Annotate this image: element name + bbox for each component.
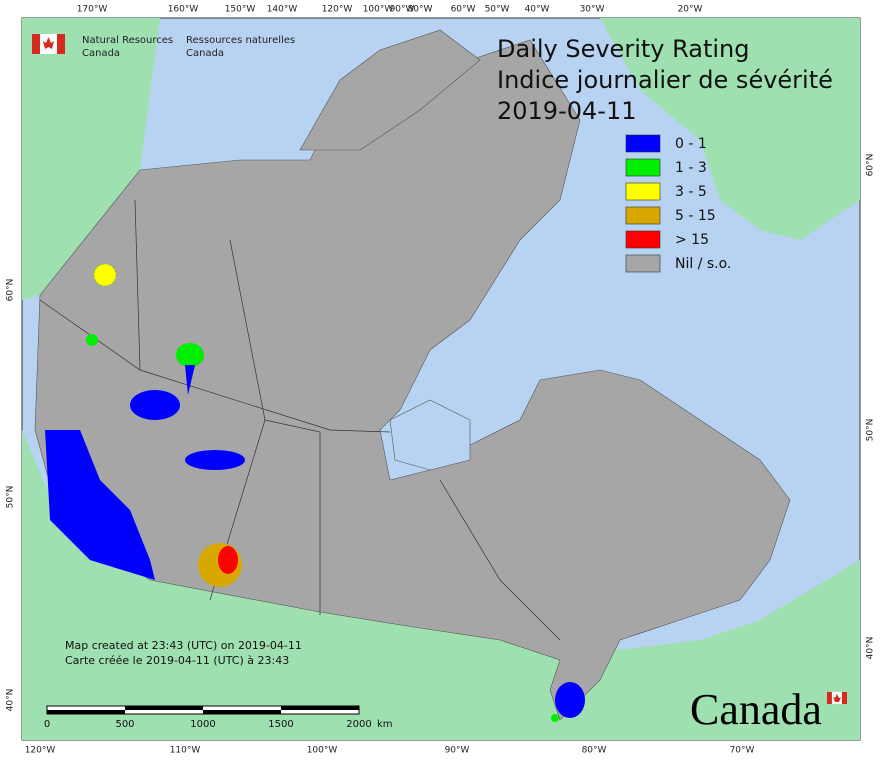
scale-bar xyxy=(46,705,360,715)
graticule-label: 40°N xyxy=(866,637,876,660)
graticule-label: 30°W xyxy=(580,5,605,15)
graticule-label: 50°W xyxy=(485,5,510,15)
scale-label: 1000 xyxy=(190,719,215,730)
graticule-label: 150°W xyxy=(225,5,256,15)
legend-label: 3 - 5 xyxy=(675,184,707,200)
legend-label: 1 - 3 xyxy=(675,160,707,176)
graticule-label: 40°N xyxy=(6,689,16,712)
graticule-label: 90°W xyxy=(390,5,415,15)
org-name-fr: Ressources naturelles xyxy=(186,35,295,46)
graticule-label: 90°W xyxy=(445,746,470,756)
graticule-label: 20°W xyxy=(678,5,703,15)
graticule-label: 120°W xyxy=(322,5,353,15)
graticule-label: 70°W xyxy=(730,746,755,756)
nrcan-flag xyxy=(32,34,65,54)
graticule-label: 50°N xyxy=(866,419,876,442)
legend-label: 5 - 15 xyxy=(675,208,716,224)
graticule-label: 40°W xyxy=(525,5,550,15)
org-name-en: Natural Resources xyxy=(82,35,173,46)
legend-swatch xyxy=(625,230,661,249)
org-name-fr: Canada xyxy=(186,48,224,59)
legend-label: 0 - 1 xyxy=(675,136,707,152)
map-title: Indice journalier de sévérité xyxy=(497,66,833,94)
scale-label: 0 xyxy=(44,719,50,730)
legend-swatch xyxy=(625,206,661,225)
fire-zones xyxy=(45,263,585,722)
graticule-label: 160°W xyxy=(168,5,199,15)
graticule-label: 170°W xyxy=(77,5,108,15)
scale-unit: km xyxy=(377,719,393,730)
wordmark-flag xyxy=(827,691,847,705)
scale-label: 1500 xyxy=(268,719,293,730)
org-name-en: Canada xyxy=(82,48,120,59)
legend-swatch xyxy=(625,134,661,153)
graticule-label: 60°N xyxy=(6,279,16,302)
graticule-label: 60°W xyxy=(451,5,476,15)
graticule-label: 60°N xyxy=(866,154,876,177)
graticule-label: 100°W xyxy=(307,746,338,756)
legend-swatch xyxy=(625,158,661,177)
legend-label: > 15 xyxy=(675,232,709,248)
map-title: 2019-04-11 xyxy=(497,97,636,125)
graticule-label: 100°W xyxy=(363,5,394,15)
scale-label: 500 xyxy=(115,719,134,730)
land-outside xyxy=(22,18,860,740)
legend-swatch xyxy=(625,254,661,273)
graticule-label: 80°W xyxy=(582,746,607,756)
graticule-label: 120°W xyxy=(25,746,56,756)
wordmark: Canada xyxy=(690,685,822,734)
credit-line: Map created at 23:43 (UTC) on 2019-04-11 xyxy=(65,639,302,652)
credit-line: Carte créée le 2019-04-11 (UTC) à 23:43 xyxy=(65,654,289,667)
legend-swatch xyxy=(625,182,661,201)
graticule-label: 50°N xyxy=(6,486,16,509)
map-title: Daily Severity Rating xyxy=(497,35,749,63)
graticule-label: 110°W xyxy=(170,746,201,756)
legend-label: Nil / s.o. xyxy=(675,256,731,272)
graticule-label: 80°W xyxy=(408,5,433,15)
graticule-label: 140°W xyxy=(267,5,298,15)
scale-label: 2000 xyxy=(346,719,371,730)
